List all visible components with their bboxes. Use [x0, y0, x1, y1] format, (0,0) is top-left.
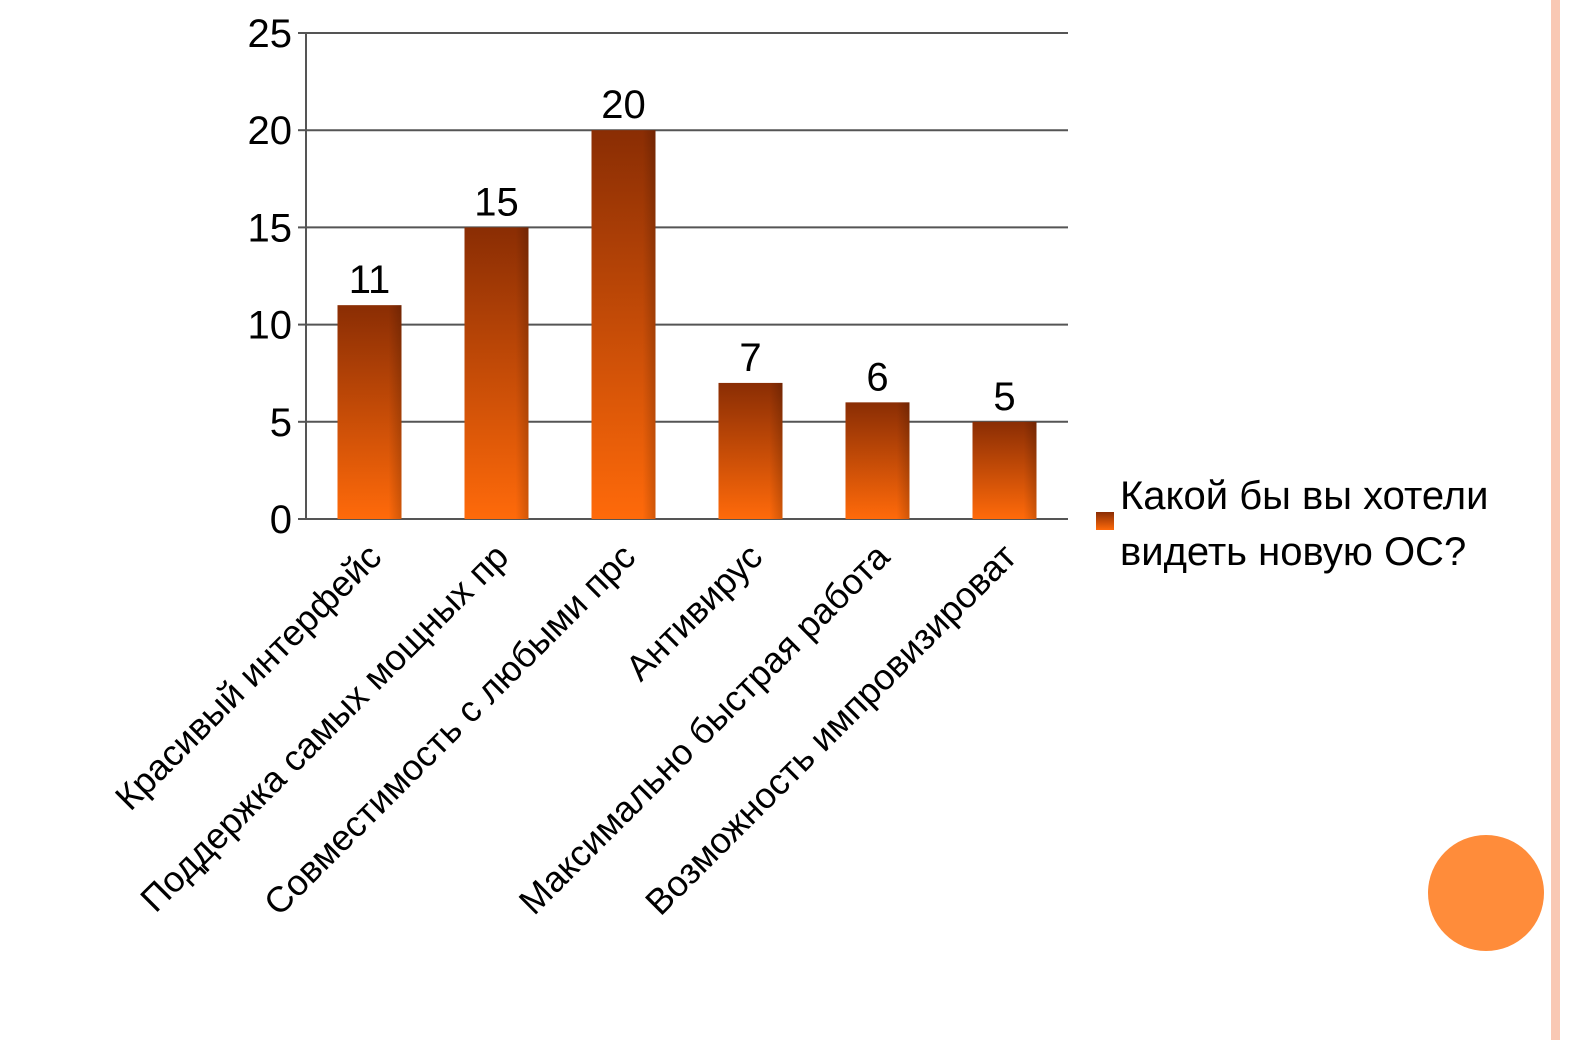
- y-tick-label: 0: [270, 498, 292, 542]
- bars: [337, 130, 1037, 519]
- bar-shade: [845, 402, 910, 519]
- data-label: 15: [474, 180, 519, 224]
- data-label: 5: [993, 375, 1015, 419]
- legend-swatch: [1096, 512, 1114, 530]
- data-label: 11: [349, 258, 391, 302]
- data-label: 7: [739, 336, 761, 380]
- bar-shade: [464, 227, 529, 519]
- y-tick-label: 5: [270, 401, 292, 445]
- axes: [298, 32, 1068, 520]
- bar-shade: [337, 305, 402, 519]
- slide-right-border: [1551, 0, 1560, 1040]
- decorative-circle: [1428, 835, 1544, 951]
- y-tick-label: 20: [248, 109, 293, 153]
- gridlines: [306, 32, 1068, 423]
- y-tick-labels: 0 5 10 15 20 25: [248, 12, 293, 542]
- bar-shade: [591, 130, 656, 519]
- y-tick-label: 15: [248, 206, 293, 250]
- data-label: 6: [866, 355, 888, 399]
- data-label: 20: [601, 83, 646, 127]
- bar-shade: [972, 421, 1037, 519]
- data-labels: 11 15 20 7 6 5: [349, 83, 1016, 419]
- legend-label: Какой бы вы хотели видеть новую ОС?: [1120, 474, 1489, 574]
- y-tick-label: 10: [248, 304, 293, 348]
- bar-shade: [718, 382, 783, 519]
- y-tick-label: 25: [248, 12, 293, 56]
